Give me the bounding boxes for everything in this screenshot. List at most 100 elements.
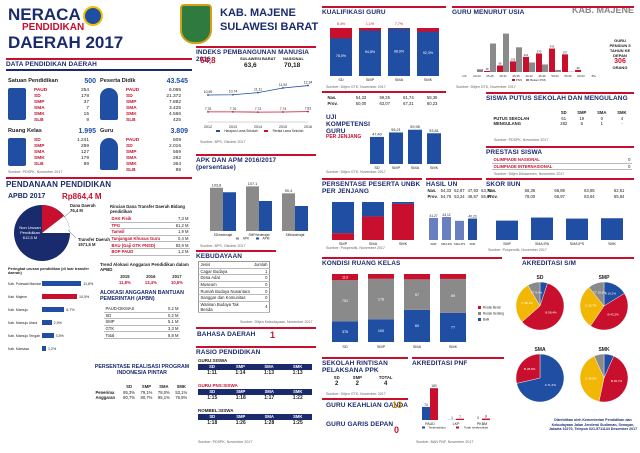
divider [196,250,276,252]
peserta-item-key: PAUD [126,88,140,93]
alokasi-title: ALOKASI ANGGARAN BANTUAN PEMERINTAH (APB… [100,290,184,302]
peserta-item: SMP 7.882 [126,100,181,106]
ipm-nas-value: 70,18 [284,62,301,69]
ipm-data-label: 7,81 [305,107,312,111]
pie-title: SMK [598,347,610,353]
pie-slice [515,353,541,384]
peserta-list: PAUD 6.065 SD 21.372 SMP 7.882 SMA 3.425 SMK 4.56… [126,88,181,124]
divider [6,177,192,179]
ukg-tick: SMA [411,166,420,170]
guru-item-key: SMK [126,162,137,167]
legend-label: Rusak Sedang [483,312,504,316]
majene-crest-icon [180,4,212,44]
rincian-row-key: Tamsil [110,228,172,236]
kondisi-tick: SMK [449,345,458,349]
ukg-table: Nas. 54,33 59,25 61,74 58,35 Prov. 50,00 63,07 6… [326,95,444,106]
divider [6,69,192,71]
putus-row-header: SD [560,110,567,116]
kualifikasi-bar [359,30,381,76]
section-title: PERSENTASE PESERTA UNBK PER JENJANG [322,181,421,195]
rincian-row-value: 61,2 M [171,222,190,230]
putus-row-value: 282 [560,121,568,127]
pnf-bar-tidak [430,388,438,420]
pie-slice [515,284,541,323]
unbk-bar [392,203,414,240]
rasio-header: SMK [283,364,312,370]
kualifikasi-bar [388,28,410,76]
source-note: Sumber: PDSPK, November 2017 [198,440,253,444]
putus-section: SISWA PUTUS SEKOLAH DAN MENGULANG [486,92,634,102]
iiun-bar [531,217,553,240]
alokasi-row-value: 0,2 M [157,306,180,313]
guru-item: PAUD 509 [126,138,181,144]
rasio-section: RASIO PENDIDIKAN [196,346,316,356]
peringkat-label: Kab. Mamuju Tengah [8,333,40,338]
usia-bar-non-pns [529,62,535,72]
kualifikasi-value: 92,3% [423,51,434,55]
section-title: DATA PENDIDIKAN DAERAH [6,61,97,68]
kebudayaan-row-value: 0 [252,281,270,289]
pie-slice [516,353,565,403]
satuan-item-value: 254 [80,88,89,93]
kebudayaan-row-key: Jenis [198,261,253,269]
peserta-item-value: 6.065 [168,88,181,93]
rincian-row: BAU (Gaji GTK PNSD) 83,9 M [110,241,190,249]
keahlian-value: 13 [392,400,403,410]
kondisi-value: 751 [342,299,348,303]
rincian-row-value: 0,4 M [171,235,190,243]
hasil-row-value: 54,78 [440,193,452,199]
kualifikasi-section: KUALIFIKASI GURU [322,6,446,16]
pnf-bar-tidak [456,418,464,420]
pie-label: B 28,6% [524,367,536,371]
ukg-bar [427,133,441,164]
guru-block: Guru 3.809 PAUD 509 SD 2.016 SMP 569 SMA 262 SMK… [100,128,188,174]
pnf-value: 74 [424,403,428,407]
rincian-row: DAK Fisik 7,3 M [110,216,190,223]
pensiun-note: GURU PENSIUN 5 TAHUN KE DEPAN 306 ORANG [605,38,635,70]
kebudayaan-row-key: Museum [198,281,253,289]
divider [486,92,634,94]
guru-item-value: 364 [172,162,181,167]
divider [322,178,422,180]
rasio-header: SMP [226,364,255,370]
peserta-item-value: 21.372 [166,94,181,99]
realisasi-title: PERSENTASE REALISASI PROGRAM INDONESIA P… [94,364,190,376]
realisasi-row-value: 76,9% [175,395,188,401]
ipm-tick-label: 2014 [254,125,262,129]
ruang-item-value: 89 [83,162,89,167]
peringkat-bars: Kab. Polewali Mandar 11,8% Kab. Majene 10,5… [8,277,98,355]
rintisan-header: TOTAL [378,375,393,381]
iiun-row-value: 78,00 [524,193,536,199]
apk-data-label: 90,4 [285,189,292,193]
hasil-row-key: Prov. [427,193,438,199]
usia-tick: 60-64 [577,74,585,78]
peringkat-row: Kab. Majene 10,5% [8,290,98,303]
peringkat-bar [42,281,82,286]
rasio-header: SD [198,364,227,370]
iiun-bar-chart: SMP SMA IPA SMA IPS SMK [496,217,623,246]
ruang-item-key: SMP [34,144,45,149]
divider [196,154,316,156]
guru-item-value: 509 [172,138,181,143]
iiun-row-value: 56,35 [524,188,536,194]
ukg-row: Nas. 54,33 59,25 61,74 58,35 [326,95,444,101]
guru-label: Guru [100,128,114,134]
satuan-item-value: 37 [83,100,89,105]
pie-slice [588,281,605,307]
putus-row-value: - [621,121,623,127]
pensiun-value: 306 [614,58,626,65]
peserta-item-key: SD [126,94,133,99]
kondisi-bar-segment [332,274,358,281]
garis-depan-value: 0 [394,425,400,435]
kualifikasi-bar [330,38,352,76]
ipm-point [307,110,309,113]
pnf-value: 1 [451,416,453,420]
divider [452,6,634,8]
peserta-total: 43.545 [166,78,188,85]
peserta-item: SLB 425 [126,118,181,124]
rincian-row: Tunjangan Khusus Guru 0,4 M [110,235,190,243]
ipm-tick-label: 2013 [229,125,237,129]
keahlian-title: GURU KEAHLIAN GANDA [326,402,409,409]
prestasi-row: OLIMPIADE NASIONAL 0 [492,157,632,164]
ipm-kab-value: 64,8 [200,56,216,65]
